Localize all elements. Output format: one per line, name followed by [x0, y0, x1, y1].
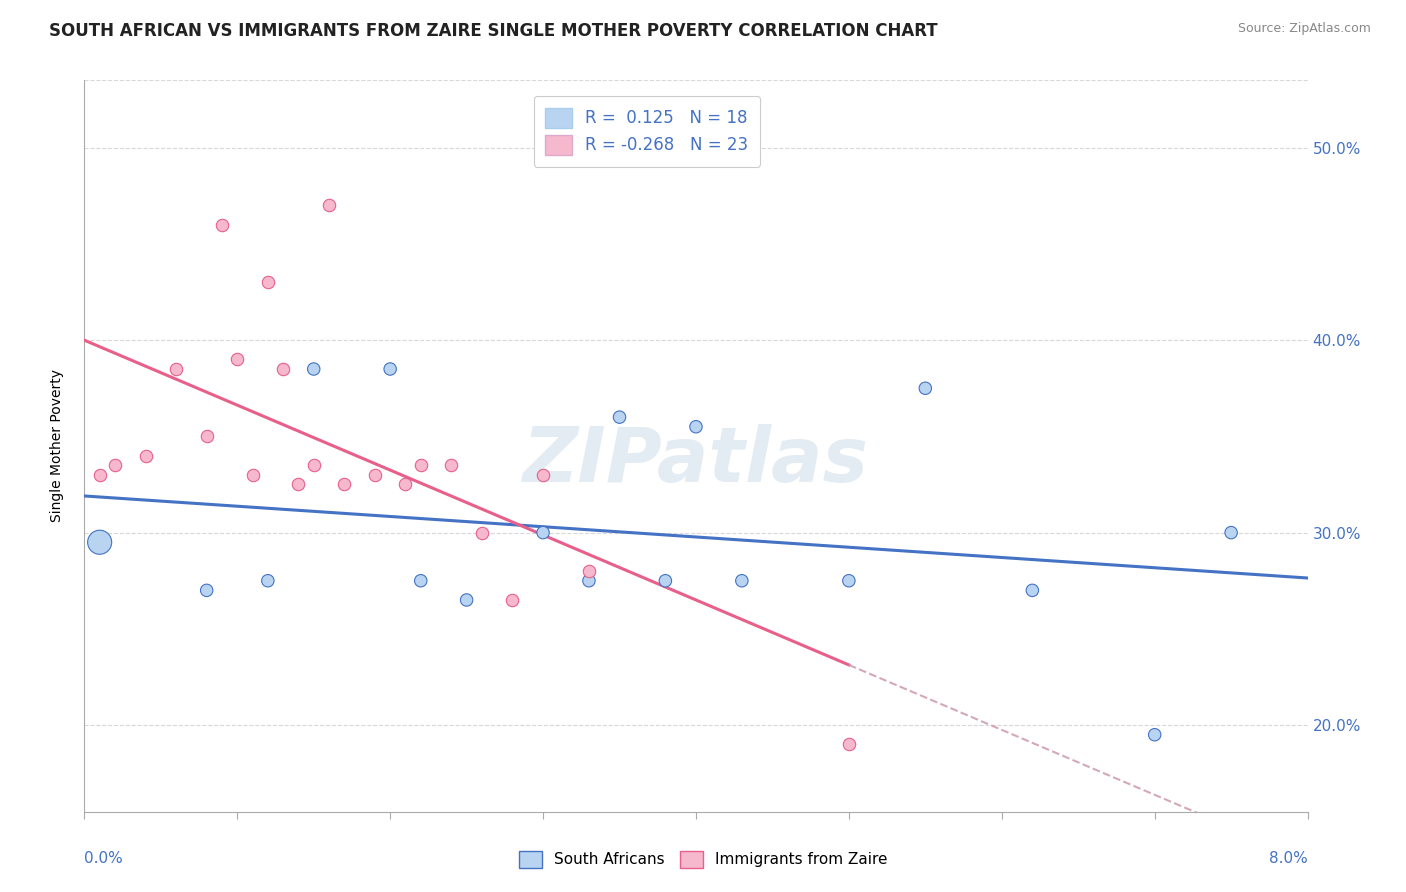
Point [287, 477, 309, 491]
Point [135, 449, 157, 463]
Point [578, 564, 600, 578]
Point [440, 458, 463, 473]
Point [838, 574, 860, 588]
Point [409, 458, 432, 473]
Point [364, 467, 387, 482]
Legend: South Africans, Immigrants from Zaire: South Africans, Immigrants from Zaire [513, 845, 893, 873]
Text: ZIPatlas: ZIPatlas [523, 424, 869, 498]
Point [242, 467, 264, 482]
Point [333, 477, 356, 491]
Text: SOUTH AFRICAN VS IMMIGRANTS FROM ZAIRE SINGLE MOTHER POVERTY CORRELATION CHART: SOUTH AFRICAN VS IMMIGRANTS FROM ZAIRE S… [49, 22, 938, 40]
Point [302, 458, 325, 473]
Point [89, 467, 111, 482]
Point [531, 525, 554, 540]
Point [104, 458, 127, 473]
Point [1021, 583, 1043, 598]
Y-axis label: Single Mother Poverty: Single Mother Poverty [49, 369, 63, 523]
Point [654, 574, 676, 588]
Point [380, 362, 402, 376]
Point [394, 477, 416, 491]
Point [685, 419, 707, 434]
Point [257, 276, 280, 290]
Point [226, 352, 249, 367]
Point [318, 198, 340, 212]
Point [271, 362, 294, 376]
Text: Source: ZipAtlas.com: Source: ZipAtlas.com [1237, 22, 1371, 36]
Point [914, 381, 936, 395]
Point [257, 574, 280, 588]
Point [89, 535, 111, 549]
Point [195, 583, 218, 598]
Text: 0.0%: 0.0% [84, 851, 124, 865]
Text: 8.0%: 8.0% [1268, 851, 1308, 865]
Point [471, 525, 494, 540]
Point [195, 429, 218, 443]
Point [609, 410, 631, 425]
Point [211, 218, 233, 232]
Point [409, 574, 432, 588]
Point [731, 574, 754, 588]
Point [531, 467, 554, 482]
Point [456, 593, 478, 607]
Point [165, 362, 187, 376]
Point [1143, 728, 1166, 742]
Point [1220, 525, 1243, 540]
Point [838, 737, 860, 751]
Point [578, 574, 600, 588]
Point [502, 593, 524, 607]
Legend: R =  0.125   N = 18, R = -0.268   N = 23: R = 0.125 N = 18, R = -0.268 N = 23 [534, 96, 761, 167]
Point [302, 362, 325, 376]
